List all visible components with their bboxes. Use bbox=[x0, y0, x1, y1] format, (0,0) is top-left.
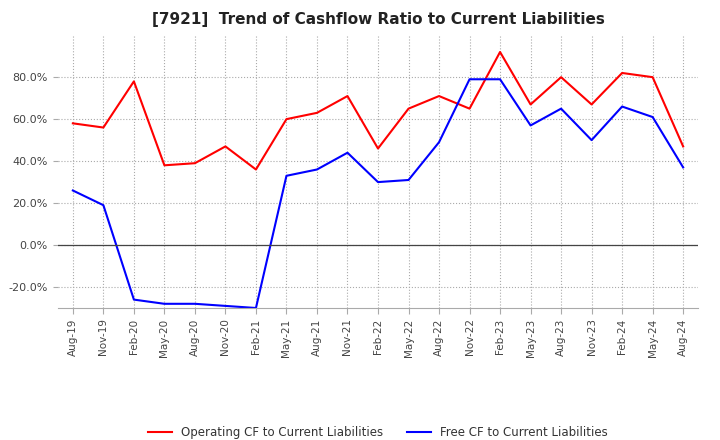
Operating CF to Current Liabilities bbox=[374, 146, 382, 151]
Free CF to Current Liabilities bbox=[557, 106, 565, 111]
Free CF to Current Liabilities bbox=[496, 77, 505, 82]
Free CF to Current Liabilities bbox=[191, 301, 199, 306]
Free CF to Current Liabilities bbox=[526, 123, 535, 128]
Operating CF to Current Liabilities bbox=[618, 70, 626, 76]
Free CF to Current Liabilities bbox=[68, 188, 77, 193]
Free CF to Current Liabilities bbox=[282, 173, 291, 179]
Operating CF to Current Liabilities bbox=[679, 144, 688, 149]
Operating CF to Current Liabilities bbox=[588, 102, 596, 107]
Operating CF to Current Liabilities bbox=[312, 110, 321, 115]
Free CF to Current Liabilities bbox=[404, 177, 413, 183]
Free CF to Current Liabilities bbox=[251, 305, 260, 311]
Operating CF to Current Liabilities bbox=[130, 79, 138, 84]
Free CF to Current Liabilities bbox=[160, 301, 168, 306]
Free CF to Current Liabilities bbox=[130, 297, 138, 302]
Operating CF to Current Liabilities bbox=[251, 167, 260, 172]
Free CF to Current Liabilities bbox=[679, 165, 688, 170]
Operating CF to Current Liabilities bbox=[282, 117, 291, 122]
Title: [7921]  Trend of Cashflow Ratio to Current Liabilities: [7921] Trend of Cashflow Ratio to Curren… bbox=[152, 12, 604, 27]
Free CF to Current Liabilities bbox=[648, 114, 657, 120]
Operating CF to Current Liabilities bbox=[465, 106, 474, 111]
Operating CF to Current Liabilities bbox=[648, 74, 657, 80]
Operating CF to Current Liabilities bbox=[526, 102, 535, 107]
Operating CF to Current Liabilities bbox=[496, 49, 505, 55]
Free CF to Current Liabilities bbox=[99, 202, 108, 208]
Free CF to Current Liabilities bbox=[374, 180, 382, 185]
Operating CF to Current Liabilities bbox=[99, 125, 108, 130]
Operating CF to Current Liabilities bbox=[160, 163, 168, 168]
Operating CF to Current Liabilities bbox=[343, 93, 352, 99]
Free CF to Current Liabilities bbox=[618, 104, 626, 109]
Operating CF to Current Liabilities bbox=[435, 93, 444, 99]
Free CF to Current Liabilities bbox=[465, 77, 474, 82]
Free CF to Current Liabilities bbox=[343, 150, 352, 155]
Line: Free CF to Current Liabilities: Free CF to Current Liabilities bbox=[73, 79, 683, 308]
Operating CF to Current Liabilities bbox=[191, 161, 199, 166]
Operating CF to Current Liabilities bbox=[557, 74, 565, 80]
Operating CF to Current Liabilities bbox=[68, 121, 77, 126]
Free CF to Current Liabilities bbox=[588, 137, 596, 143]
Free CF to Current Liabilities bbox=[435, 139, 444, 145]
Operating CF to Current Liabilities bbox=[221, 144, 230, 149]
Legend: Operating CF to Current Liabilities, Free CF to Current Liabilities: Operating CF to Current Liabilities, Fre… bbox=[143, 422, 613, 440]
Free CF to Current Liabilities bbox=[221, 303, 230, 308]
Line: Operating CF to Current Liabilities: Operating CF to Current Liabilities bbox=[73, 52, 683, 169]
Free CF to Current Liabilities bbox=[312, 167, 321, 172]
Operating CF to Current Liabilities bbox=[404, 106, 413, 111]
